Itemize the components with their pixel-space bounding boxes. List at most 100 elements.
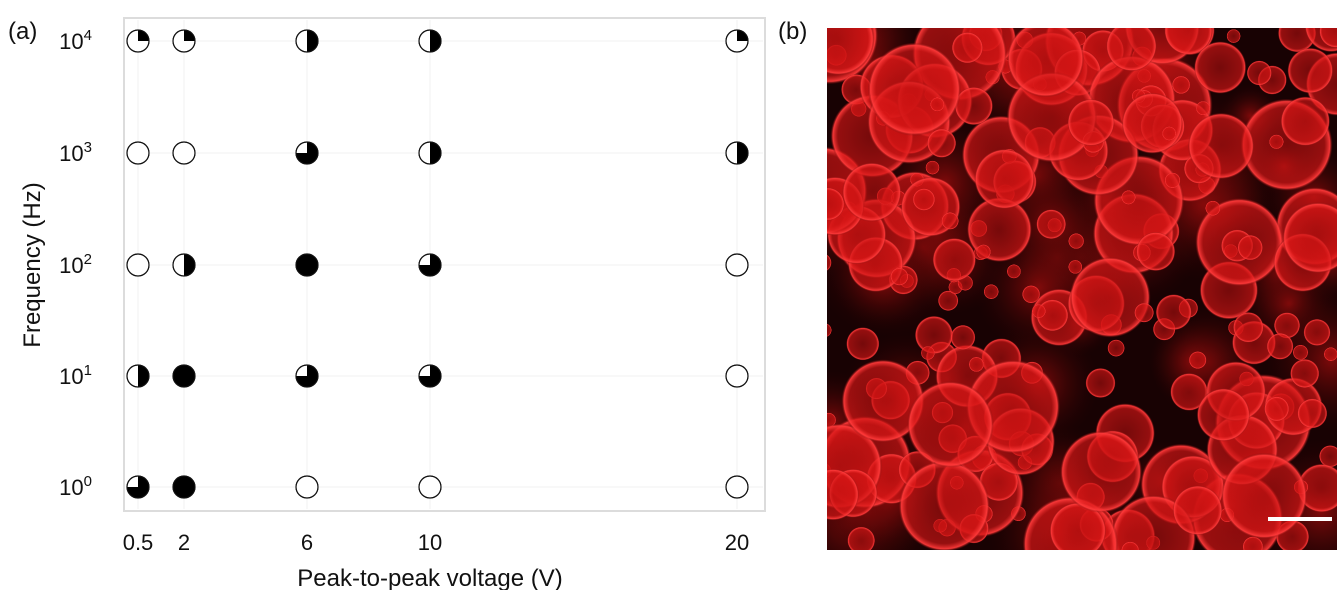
vesicle xyxy=(1287,47,1334,94)
data-point xyxy=(725,475,749,499)
vesicle xyxy=(898,460,990,550)
vesicle xyxy=(1067,98,1115,147)
data-point xyxy=(126,29,150,53)
data-point xyxy=(126,141,150,165)
vesicle xyxy=(1155,294,1192,331)
vesicle xyxy=(841,359,925,443)
vesicle xyxy=(1319,445,1337,468)
vesicle xyxy=(1134,302,1154,323)
vesicle xyxy=(954,86,993,126)
vesicle xyxy=(1269,134,1284,150)
vesicle xyxy=(920,346,935,360)
vesicle xyxy=(941,212,959,230)
x-tick-label: 10 xyxy=(418,530,442,555)
data-point xyxy=(295,29,319,53)
data-point xyxy=(725,29,749,53)
data-point xyxy=(725,364,749,388)
vesicle xyxy=(1205,200,1221,216)
data-point xyxy=(418,475,442,499)
vesicle xyxy=(932,237,977,282)
vesicle xyxy=(1006,264,1021,279)
data-point xyxy=(172,141,196,165)
vesicle xyxy=(1273,312,1301,339)
vesicle xyxy=(1290,358,1320,389)
vesicle xyxy=(938,290,959,311)
vesicle xyxy=(1069,256,1151,338)
vesicle xyxy=(1031,304,1046,319)
fluorescence-micrograph xyxy=(827,28,1337,550)
vesicle xyxy=(1221,452,1308,540)
data-point xyxy=(295,253,319,277)
vesicle xyxy=(1226,29,1241,44)
panel-label-b: (b) xyxy=(778,18,808,45)
vesicle xyxy=(1170,373,1208,411)
y-axis-title: Frequency (Hz) xyxy=(19,182,46,347)
x-tick-label: 2 xyxy=(178,530,190,555)
vesicle xyxy=(1282,202,1337,274)
data-point xyxy=(418,141,442,165)
vesicle xyxy=(1121,541,1140,550)
vesicle xyxy=(827,468,859,521)
vesicle xyxy=(1297,398,1328,429)
x-axis-title: Peak-to-peak voltage (V) xyxy=(297,565,562,590)
vesicle xyxy=(1280,96,1331,146)
vesicle xyxy=(1195,101,1211,116)
vesicle xyxy=(1164,172,1181,189)
vesicle xyxy=(907,381,994,468)
vesicle xyxy=(951,32,984,64)
vesicle xyxy=(827,187,845,221)
vesicle xyxy=(847,526,876,550)
vesicle xyxy=(1246,60,1272,86)
vesicle xyxy=(912,188,936,211)
vesicle xyxy=(1068,259,1083,274)
data-point xyxy=(172,253,196,277)
data-point xyxy=(725,253,749,277)
y-tick-label: 102 xyxy=(59,251,92,278)
data-point xyxy=(295,141,319,165)
data-point xyxy=(172,29,196,53)
vesicle xyxy=(1007,28,1085,98)
x-tick-label: 20 xyxy=(725,530,749,555)
vesicle xyxy=(1036,209,1067,240)
vesicle xyxy=(1188,351,1207,369)
data-point xyxy=(295,475,319,499)
y-tick-labels: 100 101 102 103 104 xyxy=(59,27,92,500)
vesicle xyxy=(1162,126,1177,141)
vesicle xyxy=(1121,190,1136,205)
vesicle xyxy=(827,323,832,337)
vesicle xyxy=(1237,234,1263,261)
vesicle xyxy=(976,244,991,260)
vesicle xyxy=(1022,285,1041,304)
data-point xyxy=(418,253,442,277)
vesicle xyxy=(1121,92,1183,154)
vesicle xyxy=(1303,318,1331,346)
vesicle xyxy=(1242,536,1264,550)
vesicle xyxy=(846,327,880,361)
vesicle xyxy=(1187,112,1255,180)
vesicle xyxy=(914,315,954,355)
vesicle-image xyxy=(827,28,1337,550)
vesicle xyxy=(1264,396,1290,422)
vesicle xyxy=(842,162,902,222)
vesicle xyxy=(890,267,909,286)
vesicle xyxy=(983,284,999,300)
panel-label-a: (a) xyxy=(8,18,38,45)
x-tick-labels: 0.5 2 6 10 20 xyxy=(123,530,750,555)
vesicle xyxy=(930,97,945,112)
data-points xyxy=(126,29,749,499)
vesicle xyxy=(1323,347,1337,362)
data-point xyxy=(126,253,150,277)
vesicle xyxy=(1266,332,1294,360)
vesicle xyxy=(1292,344,1309,361)
x-tick-label: 0.5 xyxy=(123,530,154,555)
data-point xyxy=(418,29,442,53)
y-tick-label: 101 xyxy=(59,362,92,389)
vesicle xyxy=(1172,75,1191,94)
vesicle xyxy=(1136,231,1176,272)
data-point xyxy=(172,364,196,388)
vesicle xyxy=(867,42,962,136)
y-tick-label: 104 xyxy=(59,27,92,54)
vesicle xyxy=(1006,71,1098,163)
vesicle xyxy=(827,28,875,76)
vesicle xyxy=(1196,388,1251,442)
